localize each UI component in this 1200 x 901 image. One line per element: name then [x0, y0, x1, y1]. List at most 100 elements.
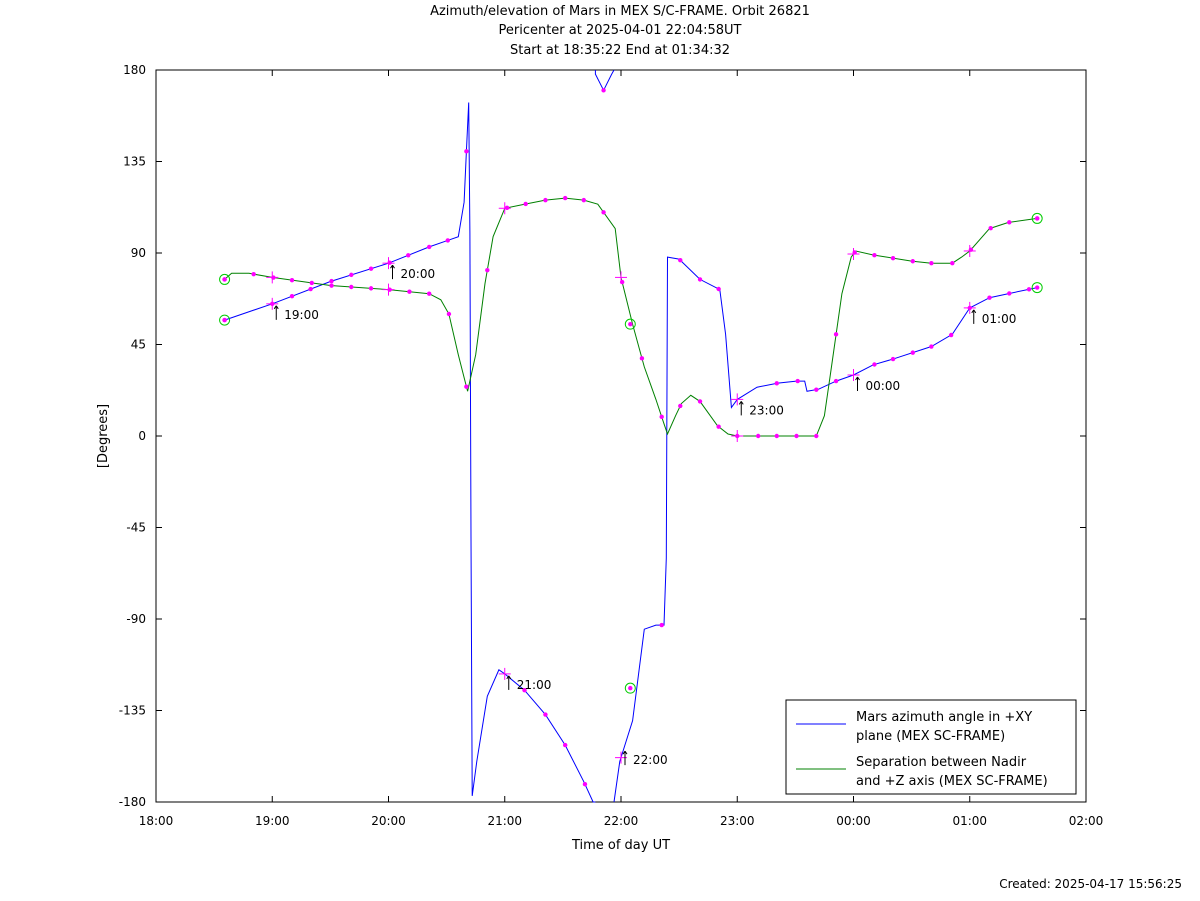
data-point: [659, 622, 664, 628]
separation-line: [224, 197, 1038, 437]
x-axis-label: Time of day UT: [571, 838, 670, 853]
data-point: [716, 286, 721, 292]
time-label: 21:00: [517, 678, 552, 692]
data-point: [697, 399, 703, 404]
y-tick-label: -45: [126, 521, 146, 535]
x-tick-label: 21:00: [487, 814, 522, 828]
x-tick-label: 19:00: [255, 814, 290, 828]
time-label-arrow-head: [855, 376, 858, 381]
data-point: [289, 277, 295, 283]
data-point: [308, 286, 313, 292]
data-point: [929, 260, 934, 266]
time-label-arrow-head: [390, 264, 393, 269]
x-tick-label: 18:00: [139, 814, 174, 828]
time-label-arrow-head: [275, 305, 279, 310]
data-point: [464, 384, 469, 389]
endpoint-dot: [628, 321, 633, 327]
chart-subtitle-pericenter: Pericenter at 2025-04-01 22:04:58UT: [498, 23, 742, 38]
time-label-arrow-head: [738, 401, 742, 405]
created-timestamp: Created: 2025-04-17 15:56:25: [999, 877, 1182, 891]
time-label: 22:00: [633, 753, 668, 767]
data-point: [814, 433, 819, 439]
data-point: [368, 286, 374, 291]
endpoint-marker: [1031, 282, 1043, 294]
series: [224, 69, 1038, 803]
y-tick-label: -135: [119, 704, 146, 718]
endpoint-dot: [1034, 285, 1040, 290]
x-tick-label: 00:00: [836, 814, 871, 828]
endpoint-dot: [628, 685, 633, 691]
time-label: 01:00: [982, 312, 1017, 326]
data-point: [349, 272, 354, 278]
data-point: [639, 356, 645, 361]
legend-label-line1: Mars azimuth angle in +XY: [856, 710, 1032, 725]
y-tick-label: 45: [131, 338, 146, 352]
time-label: 00:00: [866, 379, 901, 393]
data-point: [755, 433, 761, 439]
markers: [219, 88, 1043, 787]
time-label: 23:00: [749, 403, 784, 417]
data-point: [890, 356, 896, 362]
data-point: [251, 271, 256, 277]
data-point: [445, 238, 450, 243]
y-tick-label: 90: [131, 246, 146, 260]
data-point: [329, 283, 334, 288]
data-point: [309, 280, 314, 286]
data-point: [795, 378, 800, 384]
data-point: [543, 712, 548, 717]
data-point: [1007, 220, 1012, 225]
data-point: [464, 149, 469, 154]
chart-subtitle-start-end: Start at 18:35:22 End at 01:34:32: [509, 43, 731, 58]
legend: Mars azimuth angle in +XY plane (MEX SC-F…: [785, 699, 1077, 795]
x-tick-label: 20:00: [371, 814, 406, 828]
endpoint-marker: [1031, 212, 1043, 224]
data-point: [523, 201, 528, 207]
time-label-arrow-head: [857, 376, 860, 381]
data-point: [716, 424, 721, 429]
legend-label-line2: plane (MEX SC-FRAME): [856, 729, 1005, 744]
time-label-arrow-head: [624, 750, 628, 755]
data-point: [329, 278, 334, 284]
data-point: [872, 253, 877, 258]
chart-title: Azimuth/elevation of Mars in MEX S/C-FRA…: [430, 4, 810, 19]
azimuth-line: [224, 102, 596, 803]
data-point: [446, 311, 452, 317]
x-tick-label: 01:00: [952, 814, 987, 828]
data-point: [774, 381, 779, 386]
data-point: [1007, 291, 1012, 296]
data-point: [659, 414, 664, 420]
legend-label-line2: and +Z axis (MEX SC-FRAME): [856, 774, 1048, 789]
y-tick-label: 135: [123, 155, 146, 169]
data-point: [833, 332, 839, 337]
data-point: [910, 350, 915, 355]
y-tick-label: 180: [123, 63, 146, 77]
time-label: 19:00: [284, 308, 319, 322]
data-point: [774, 433, 779, 439]
endpoint-marker: [624, 318, 636, 330]
time-label-arrow-head: [392, 264, 395, 269]
data-point: [929, 344, 934, 349]
x-tick-label: 22:00: [604, 814, 639, 828]
endpoint-dot: [222, 317, 227, 323]
data-point: [833, 378, 839, 384]
data-point: [814, 387, 819, 392]
time-label: 20:00: [401, 267, 436, 281]
plot-frame: [155, 69, 1087, 803]
time-label-arrow-head: [971, 309, 975, 314]
data-point: [601, 88, 606, 93]
endpoint-marker: [219, 314, 231, 326]
time-labels: 19:00 20:00 21:00 22:00 23:00 00:00 01:00: [273, 264, 1017, 767]
data-point: [794, 433, 799, 439]
data-point: [522, 687, 527, 693]
legend-box: [785, 699, 1077, 795]
data-point: [678, 258, 683, 263]
azimuth-line: [594, 69, 615, 92]
time-label-arrow-head: [740, 401, 744, 405]
data-point: [407, 289, 412, 294]
data-point: [601, 210, 606, 215]
data-point: [890, 255, 896, 261]
x-tick-label: 02:00: [1069, 814, 1104, 828]
y-tick-label: -90: [126, 612, 146, 626]
data-point: [1026, 287, 1032, 292]
time-label-arrow-head: [508, 675, 512, 680]
